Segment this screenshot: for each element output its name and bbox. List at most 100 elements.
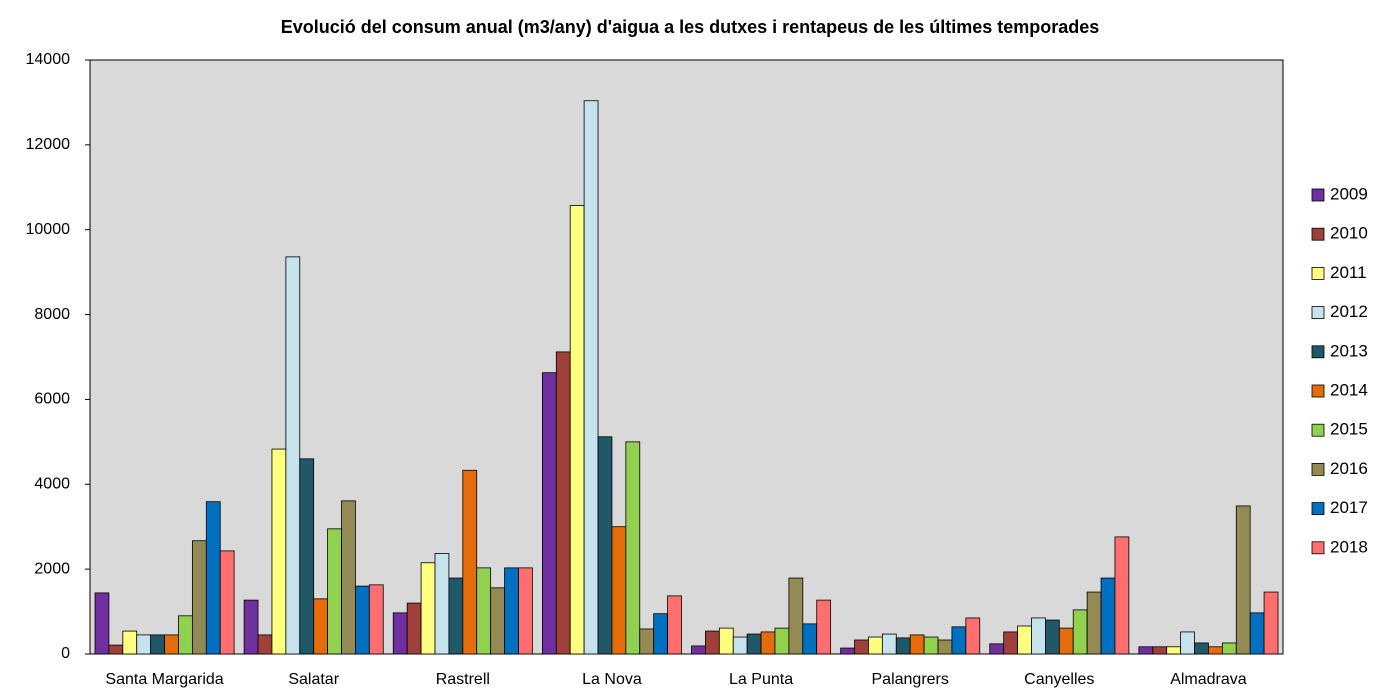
legend-label: 2018 — [1330, 537, 1368, 556]
x-tick-label: Santa Margarida — [105, 671, 223, 688]
bar — [368, 584, 384, 655]
legend-swatch — [1311, 266, 1325, 280]
bar — [760, 631, 776, 655]
bar — [611, 526, 627, 655]
legend-label: 2013 — [1330, 341, 1368, 360]
bar — [257, 634, 273, 655]
y-tick-label: 10000 — [26, 221, 71, 238]
bar — [1152, 646, 1168, 655]
bar — [583, 100, 599, 655]
bar — [205, 501, 221, 655]
legend-swatch — [1311, 462, 1325, 476]
bar — [476, 567, 492, 655]
bar — [625, 441, 641, 655]
legend-swatch — [1311, 306, 1325, 320]
bar — [406, 602, 422, 655]
bar — [1208, 646, 1223, 655]
legend-swatch — [1311, 423, 1325, 437]
legend-label: 2015 — [1330, 420, 1368, 439]
x-tick-label: La Punta — [729, 671, 793, 688]
bar — [1031, 617, 1046, 655]
bar — [285, 256, 301, 655]
legend-label: 2011 — [1330, 263, 1367, 282]
bar — [219, 550, 235, 655]
bar — [1221, 642, 1237, 655]
bar — [1138, 646, 1154, 655]
bar — [122, 630, 138, 655]
bar — [392, 612, 408, 655]
y-tick-label: 12000 — [26, 136, 71, 153]
bar — [718, 627, 734, 655]
bar — [243, 599, 259, 655]
bar — [923, 636, 939, 655]
bar — [178, 615, 193, 655]
bar — [94, 592, 110, 655]
bar — [341, 500, 356, 655]
bar — [667, 595, 682, 655]
bar — [490, 587, 505, 655]
bar — [989, 643, 1005, 655]
bar — [136, 634, 152, 655]
bar — [746, 633, 762, 655]
bar — [653, 613, 668, 655]
bar — [788, 577, 804, 655]
bar — [569, 205, 585, 655]
legend-swatch — [1311, 384, 1325, 398]
x-tick-label: Almadrava — [1170, 671, 1247, 688]
bar — [732, 636, 748, 655]
bar — [881, 633, 897, 655]
bar — [840, 647, 855, 655]
bar — [597, 436, 613, 655]
bar — [1072, 609, 1088, 655]
bar — [327, 528, 342, 655]
bar — [802, 623, 818, 655]
bar — [868, 636, 883, 655]
bar — [909, 634, 925, 655]
bar — [271, 448, 287, 655]
legend-label: 2014 — [1330, 380, 1368, 399]
bar — [1249, 612, 1265, 655]
bar — [462, 469, 478, 655]
y-tick-label: 4000 — [34, 476, 70, 493]
bar — [448, 577, 464, 655]
bar — [1180, 631, 1195, 655]
bar — [420, 562, 436, 655]
bar — [541, 372, 557, 655]
bar — [816, 599, 832, 655]
bar — [895, 637, 911, 655]
legend-label: 2009 — [1330, 184, 1368, 203]
bar — [555, 351, 571, 655]
x-tick-label: Palangrers — [872, 671, 949, 688]
y-tick-label: 2000 — [34, 560, 70, 577]
bar — [965, 617, 981, 655]
bar — [705, 630, 720, 655]
bar — [1045, 619, 1060, 655]
bar — [313, 598, 329, 655]
x-tick-label: Canyelles — [1024, 671, 1094, 688]
legend-label: 2017 — [1330, 498, 1368, 517]
bar — [518, 567, 533, 655]
y-tick-label: 0 — [61, 645, 70, 662]
bar — [355, 585, 370, 655]
legend-label: 2012 — [1330, 302, 1368, 321]
bar — [1086, 591, 1102, 655]
legend-swatch — [1311, 188, 1325, 202]
bar — [1100, 577, 1116, 655]
bar — [639, 628, 655, 655]
legend-swatch — [1311, 227, 1325, 241]
x-tick-label: La Nova — [582, 671, 642, 688]
bar — [854, 639, 869, 655]
bar — [1235, 505, 1251, 655]
bar — [504, 567, 519, 655]
bar — [1166, 646, 1182, 655]
bar — [1003, 631, 1018, 655]
bar — [108, 644, 124, 655]
legend-label: 2010 — [1330, 224, 1368, 243]
x-tick-label: Rastrell — [436, 671, 490, 688]
bar — [1263, 591, 1279, 655]
bar — [191, 540, 207, 655]
bar — [951, 626, 967, 655]
legend-swatch — [1311, 345, 1325, 359]
bar — [1058, 627, 1074, 655]
